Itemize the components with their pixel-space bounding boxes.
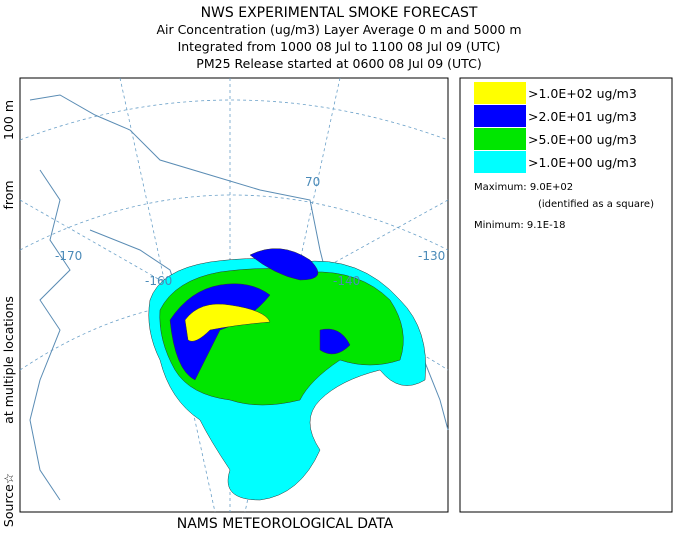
map-label: -140 bbox=[333, 274, 360, 288]
subtitle: Integrated from 1000 08 Jul to 1100 08 J… bbox=[178, 39, 501, 54]
legend-swatch bbox=[474, 128, 526, 150]
legend-label: >1.0E+00 ug/m3 bbox=[528, 155, 637, 170]
smoke-plume bbox=[148, 248, 426, 501]
legend-swatch bbox=[474, 82, 526, 104]
side-label: at multiple locations bbox=[1, 296, 16, 424]
map bbox=[19, 77, 449, 513]
stat-min: Minimum: 9.1E-18 bbox=[474, 220, 565, 231]
legend-label: >2.0E+01 ug/m3 bbox=[528, 109, 637, 124]
plume-area bbox=[319, 328, 351, 355]
subtitle: Air Concentration (ug/m3) Layer Average … bbox=[156, 22, 521, 37]
plume-area bbox=[249, 248, 319, 281]
legend-label: >5.0E+00 ug/m3 bbox=[528, 132, 637, 147]
map-label: -160 bbox=[145, 274, 172, 288]
subtitle: PM25 Release started at 0600 08 Jul 09 (… bbox=[196, 56, 481, 71]
side-label: 100 m bbox=[1, 100, 16, 140]
footer: NAMS METEOROLOGICAL DATA bbox=[177, 516, 394, 532]
stat-note: (identified as a square) bbox=[538, 199, 654, 210]
stat-max: Maximum: 9.0E+02 bbox=[474, 182, 573, 193]
map-label: -130 bbox=[418, 249, 445, 263]
side-label: from bbox=[1, 180, 16, 209]
title: NWS EXPERIMENTAL SMOKE FORECAST bbox=[201, 5, 478, 21]
plume-area bbox=[184, 303, 271, 342]
legend-frame bbox=[459, 77, 673, 513]
map-label: -170 bbox=[55, 249, 82, 263]
legend-swatch bbox=[474, 105, 526, 127]
legend-swatch bbox=[474, 151, 526, 173]
side-label: Source☆ bbox=[1, 473, 16, 527]
legend-label: >1.0E+02 ug/m3 bbox=[528, 86, 637, 101]
map-label: 70 bbox=[305, 175, 320, 189]
